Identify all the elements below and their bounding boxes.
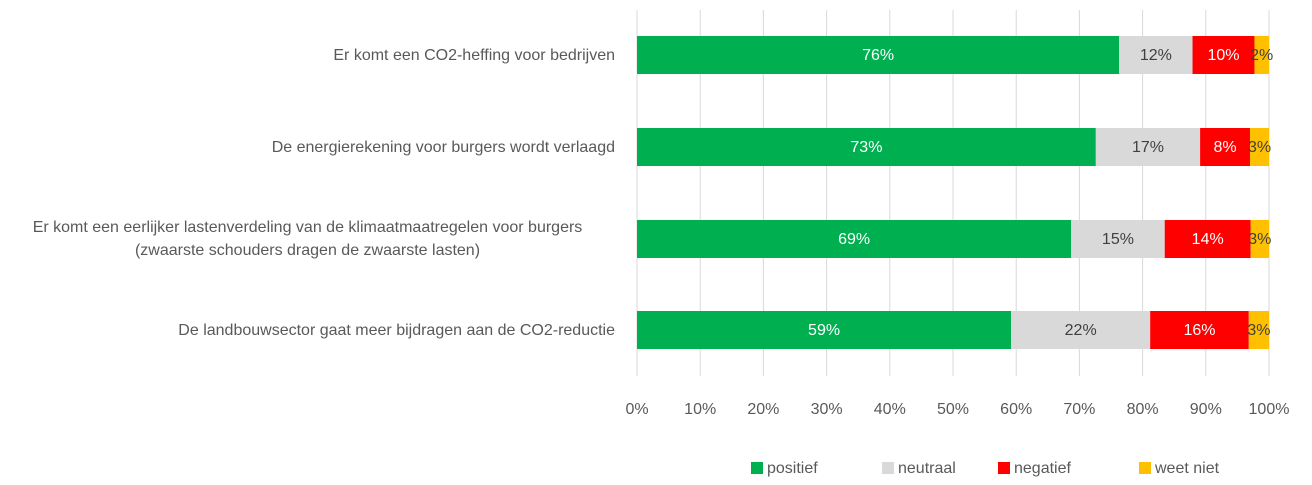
x-tick-label: 70%	[1063, 401, 1095, 418]
x-tick-label: 60%	[1000, 401, 1032, 418]
data-label: 15%	[1102, 231, 1134, 248]
legend-label: weet niet	[1154, 460, 1220, 477]
bar-segment	[1248, 311, 1269, 349]
x-tick-label: 10%	[684, 401, 716, 418]
bar-segment	[1164, 220, 1251, 258]
x-tick-label: 100%	[1249, 401, 1290, 418]
legend-label: negatief	[1014, 460, 1071, 477]
x-tick-label: 20%	[747, 401, 779, 418]
bar-segment	[637, 311, 1012, 349]
data-label: 59%	[808, 322, 840, 339]
category-label: Er komt een CO2-heffing voor bedrijven	[0, 15, 615, 95]
bar-segment	[1071, 220, 1165, 258]
data-label: 3%	[1248, 139, 1271, 156]
bar-segment	[1095, 128, 1201, 166]
data-label: 3%	[1248, 231, 1271, 248]
data-label: 16%	[1183, 322, 1215, 339]
category-text: De landbouwsector gaat meer bijdragen aa…	[178, 321, 615, 339]
bar-segment	[637, 128, 1096, 166]
legend-label: positief	[767, 460, 818, 477]
x-tick-label: 40%	[874, 401, 906, 418]
bar-segment	[1254, 36, 1269, 74]
data-label: 12%	[1140, 47, 1172, 64]
data-label: 69%	[838, 231, 870, 248]
data-label: 8%	[1214, 139, 1237, 156]
bar-segment	[1250, 128, 1269, 166]
legend-swatch	[882, 462, 894, 474]
x-tick-label: 50%	[937, 401, 969, 418]
category-label: De landbouwsector gaat meer bijdragen aa…	[0, 290, 615, 370]
bar-segment	[637, 220, 1072, 258]
bar-segment	[1011, 311, 1151, 349]
bar-segment	[1200, 128, 1251, 166]
category-label: De energierekening voor burgers wordt ve…	[0, 107, 615, 187]
bar-segment	[1192, 36, 1255, 74]
category-text: De energierekening voor burgers wordt ve…	[271, 138, 615, 156]
data-label: 14%	[1192, 231, 1224, 248]
legend-swatch	[998, 462, 1010, 474]
bar-segment	[1119, 36, 1193, 74]
data-label: 73%	[850, 139, 882, 156]
legend-swatch	[1139, 462, 1151, 474]
category-text: Er komt een eerlijker lastenverdeling va…	[32, 219, 583, 259]
bar-segment	[1150, 311, 1249, 349]
data-label: 17%	[1132, 139, 1164, 156]
bar-segment	[637, 36, 1120, 74]
legend-swatch	[751, 462, 763, 474]
category-text: Er komt een CO2-heffing voor bedrijven	[333, 46, 615, 64]
data-label: 76%	[862, 47, 894, 64]
x-tick-label: 30%	[811, 401, 843, 418]
data-label: 3%	[1247, 322, 1270, 339]
x-tick-label: 80%	[1127, 401, 1159, 418]
data-label: 22%	[1065, 322, 1097, 339]
x-tick-label: 90%	[1190, 401, 1222, 418]
data-label: 10%	[1207, 47, 1239, 64]
data-label: 2%	[1250, 47, 1273, 64]
x-tick-label: 0%	[625, 401, 648, 418]
bar-segment	[1250, 220, 1269, 258]
category-label: Er komt een eerlijker lastenverdeling va…	[0, 199, 615, 279]
legend-label: neutraal	[898, 460, 956, 477]
